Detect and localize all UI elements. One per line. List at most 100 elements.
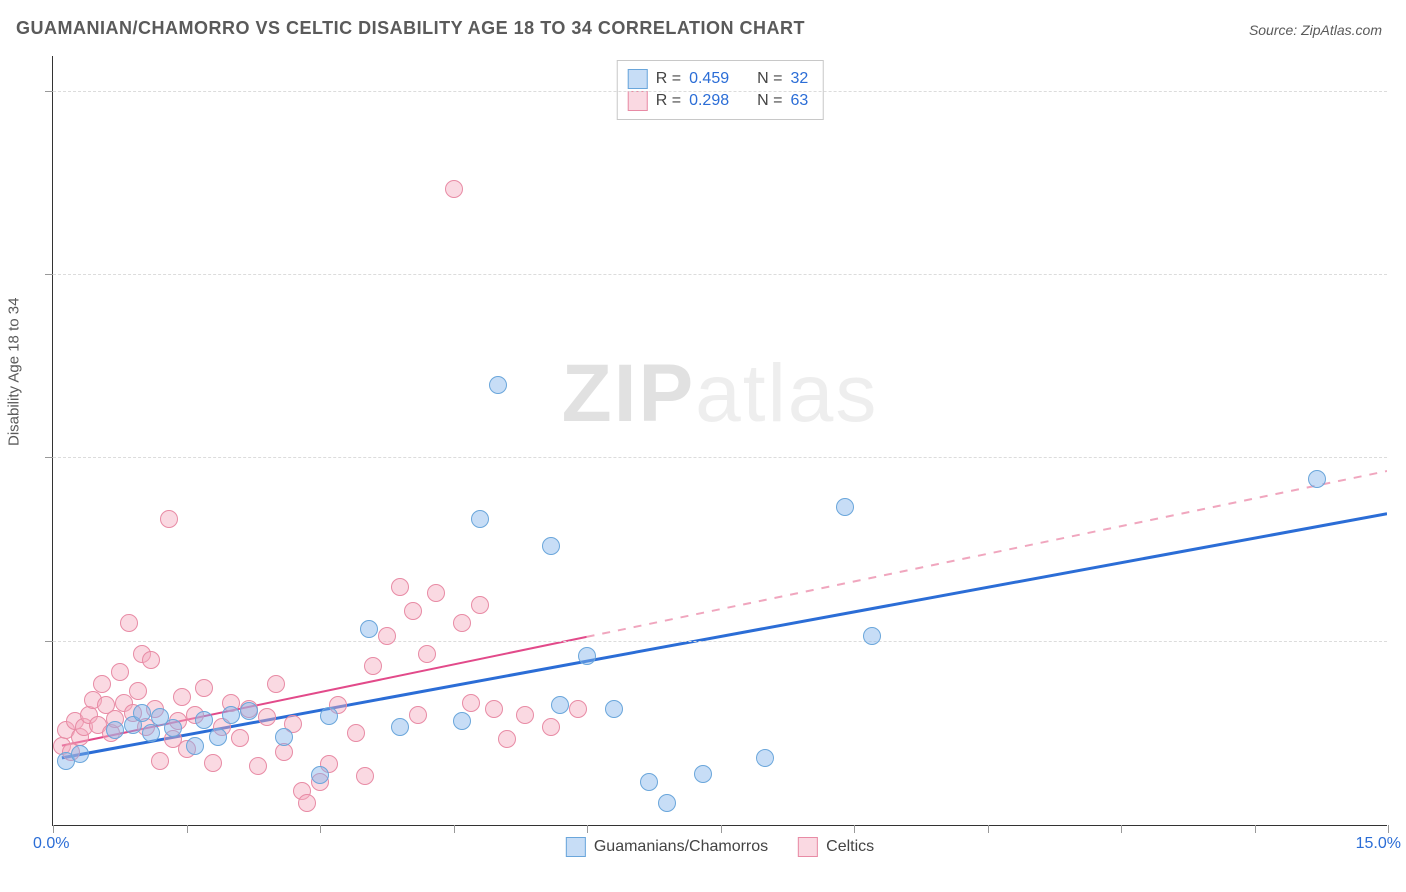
scatter-point-pink (120, 614, 138, 632)
trend-line (587, 471, 1387, 637)
scatter-point-blue (133, 704, 151, 722)
scatter-point-blue (605, 700, 623, 718)
scatter-point-blue (320, 707, 338, 725)
scatter-point-pink (516, 706, 534, 724)
scatter-point-blue (360, 620, 378, 638)
r-value: 0.459 (689, 70, 729, 88)
source-label: Source: ZipAtlas.com (1249, 22, 1382, 38)
scatter-point-pink (151, 752, 169, 770)
y-tick (45, 457, 53, 458)
x-axis-end-label: 15.0% (1356, 835, 1401, 853)
x-tick (187, 825, 188, 833)
scatter-point-pink (142, 651, 160, 669)
scatter-point-pink (356, 767, 374, 785)
r-value: 0.298 (689, 92, 729, 110)
y-tick (45, 641, 53, 642)
r-label: R = (656, 92, 681, 110)
scatter-point-pink (453, 614, 471, 632)
chart-title: GUAMANIAN/CHAMORRO VS CELTIC DISABILITY … (16, 18, 805, 39)
scatter-point-blue (164, 719, 182, 737)
scatter-point-blue (578, 647, 596, 665)
legend-series: Guamanians/Chamorros Celtics (566, 837, 874, 857)
scatter-point-blue (836, 498, 854, 516)
scatter-point-pink (347, 724, 365, 742)
scatter-point-pink (111, 663, 129, 681)
scatter-point-pink (93, 675, 111, 693)
n-label: N = (757, 92, 782, 110)
legend-item-blue: Guamanians/Chamorros (566, 837, 768, 857)
y-axis-title: Disability Age 18 to 34 (6, 298, 23, 446)
legend-row-pink: R = 0.298 N = 63 (628, 91, 809, 111)
plot-area: ZIPatlas R = 0.459 N = 32 R = 0.298 N = … (52, 56, 1387, 826)
x-tick (587, 825, 588, 833)
x-tick (988, 825, 989, 833)
watermark-rest: atlas (695, 348, 878, 439)
legend-swatch-blue (628, 69, 648, 89)
scatter-point-blue (311, 766, 329, 784)
scatter-point-pink (173, 688, 191, 706)
watermark: ZIPatlas (562, 347, 879, 441)
r-label: R = (656, 70, 681, 88)
x-tick (1255, 825, 1256, 833)
scatter-point-pink (249, 757, 267, 775)
scatter-point-blue (142, 724, 160, 742)
chart-container: GUAMANIAN/CHAMORRO VS CELTIC DISABILITY … (0, 0, 1406, 892)
scatter-point-blue (222, 706, 240, 724)
scatter-point-pink (427, 584, 445, 602)
scatter-point-pink (378, 627, 396, 645)
scatter-point-pink (364, 657, 382, 675)
y-tick (45, 91, 53, 92)
grid-h (53, 641, 1387, 642)
scatter-point-pink (391, 578, 409, 596)
y-tick (45, 274, 53, 275)
scatter-point-blue (658, 794, 676, 812)
legend-row-blue: R = 0.459 N = 32 (628, 69, 809, 89)
legend-swatch-blue (566, 837, 586, 857)
scatter-point-pink (160, 510, 178, 528)
x-tick (721, 825, 722, 833)
scatter-point-pink (129, 682, 147, 700)
legend-swatch-pink (628, 91, 648, 111)
n-label: N = (757, 70, 782, 88)
scatter-point-pink (445, 180, 463, 198)
scatter-point-pink (195, 679, 213, 697)
scatter-point-pink (542, 718, 560, 736)
scatter-point-pink (409, 706, 427, 724)
scatter-point-blue (240, 702, 258, 720)
scatter-point-blue (694, 765, 712, 783)
x-tick (1388, 825, 1389, 833)
scatter-point-pink (298, 794, 316, 812)
watermark-bold: ZIP (562, 348, 696, 439)
scatter-point-pink (404, 602, 422, 620)
grid-h (53, 457, 1387, 458)
scatter-point-pink (471, 596, 489, 614)
scatter-point-pink (231, 729, 249, 747)
scatter-point-pink (418, 645, 436, 663)
legend-swatch-pink (798, 837, 818, 857)
legend-label-blue: Guamanians/Chamorros (594, 838, 768, 856)
scatter-point-blue (106, 721, 124, 739)
scatter-point-blue (1308, 470, 1326, 488)
scatter-point-blue (542, 537, 560, 555)
scatter-point-blue (195, 711, 213, 729)
grid-h (53, 91, 1387, 92)
scatter-point-pink (498, 730, 516, 748)
scatter-point-pink (485, 700, 503, 718)
legend-label-pink: Celtics (826, 838, 874, 856)
x-tick (53, 825, 54, 833)
scatter-point-blue (489, 376, 507, 394)
scatter-point-blue (471, 510, 489, 528)
x-axis-start-label: 0.0% (33, 835, 69, 853)
x-tick (1121, 825, 1122, 833)
scatter-point-blue (71, 745, 89, 763)
scatter-point-pink (267, 675, 285, 693)
scatter-point-pink (258, 708, 276, 726)
scatter-point-blue (275, 728, 293, 746)
scatter-point-blue (209, 728, 227, 746)
scatter-point-pink (204, 754, 222, 772)
x-tick (320, 825, 321, 833)
legend-item-pink: Celtics (798, 837, 874, 857)
x-tick (454, 825, 455, 833)
scatter-point-pink (462, 694, 480, 712)
x-tick (854, 825, 855, 833)
